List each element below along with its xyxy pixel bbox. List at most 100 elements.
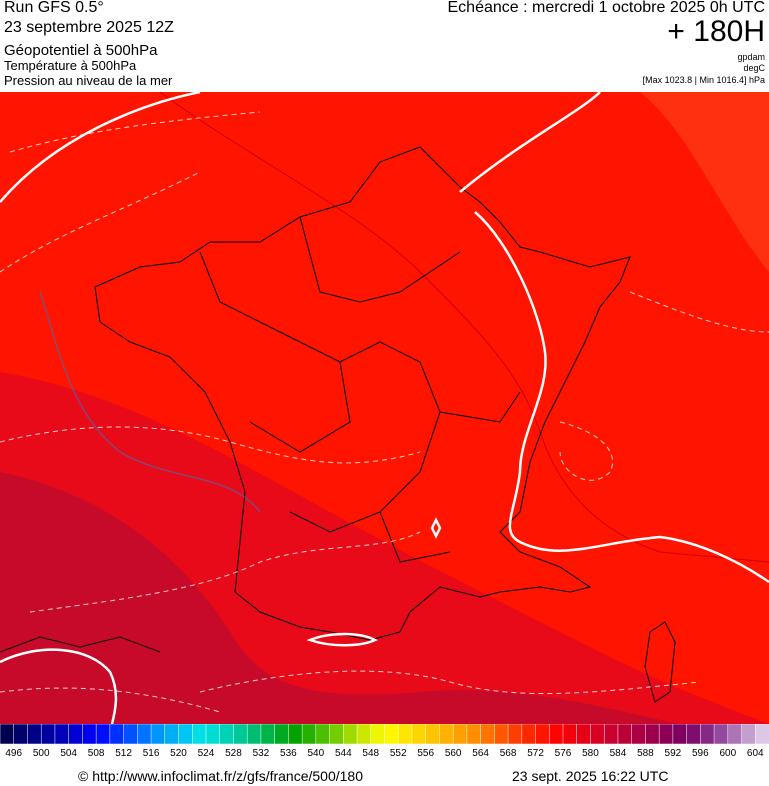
colorbar-cell <box>343 724 358 744</box>
colorbar-labels: 496 500 504 508 512 516 520 524 528 532 536 540 544 5… <box>0 749 769 763</box>
colorbar-cell <box>233 724 248 744</box>
map <box>0 92 769 724</box>
contour <box>0 92 769 724</box>
colorbar-label: 600 <box>719 748 737 759</box>
colorbar-cell <box>397 724 413 744</box>
coastline <box>0 146 676 703</box>
colorbar-label: 588 <box>637 748 654 759</box>
field: Géopotentiel à 500hPa <box>4 42 158 59</box>
colorbar-label: 504 <box>60 748 77 759</box>
colorbar-cell <box>507 724 523 744</box>
colorbar-label: 564 <box>472 748 489 759</box>
colorbar-label: 548 <box>362 748 380 759</box>
footer-url: © http://www.infoclimat.fr/z/gfs/france/… <box>78 768 363 784</box>
colorbar-cell <box>192 724 207 744</box>
colorbar-cell <box>645 724 660 744</box>
colorbar-label: 536 <box>280 748 297 759</box>
colorbar-label: 552 <box>389 748 407 759</box>
colorbar-label: 596 <box>691 748 709 759</box>
colorbar-label: 572 <box>527 748 544 759</box>
colorbar-cell <box>13 724 29 744</box>
unit: degC <box>743 63 765 73</box>
colorbar-cell <box>549 724 564 744</box>
colorbar-cell <box>301 724 317 744</box>
colorbar-cell <box>603 724 619 744</box>
colorbar-label: 592 <box>664 748 682 759</box>
field: Pression au niveau de la mer <box>4 73 173 88</box>
colorbar-cell <box>425 724 441 744</box>
field-zone <box>640 92 769 272</box>
colorbar-cell <box>741 724 757 744</box>
colorbar-cell <box>411 724 427 744</box>
colorbar-label: 576 <box>554 748 572 759</box>
colorbar-cell <box>95 724 111 744</box>
colorbar <box>0 724 769 744</box>
colorbar-cell <box>384 724 399 744</box>
unit: gpdam <box>737 52 765 62</box>
colorbar-cell <box>260 724 276 744</box>
colorbar-cell <box>576 724 592 744</box>
field-zone-edge <box>159 92 769 563</box>
colorbar-cell <box>164 724 180 744</box>
colorbar-cell <box>755 724 769 744</box>
colorbar-cell <box>466 724 482 744</box>
colorbar-cell <box>178 724 193 744</box>
colorbar-cell <box>480 724 496 744</box>
colorbar-cell <box>452 724 468 744</box>
valid-time: Echéance : mercredi 1 octobre 2025 0h UT… <box>447 0 766 16</box>
colorbar-label: 584 <box>609 748 627 759</box>
colorbar-label: 540 <box>307 748 325 759</box>
colorbar-cell <box>27 724 42 744</box>
colorbar-cell <box>727 724 743 744</box>
colorbar-label: 604 <box>746 748 764 759</box>
colorbar-cell <box>109 724 125 744</box>
colorbar-cell <box>68 724 84 744</box>
run-date: 23 septembre 2025 12Z <box>4 19 174 36</box>
colorbar-cell <box>150 724 166 744</box>
colorbar-label: 524 <box>197 748 215 759</box>
colorbar-cell <box>686 724 702 744</box>
colorbar-cell <box>356 724 372 744</box>
colorbar-label: 580 <box>582 748 599 759</box>
colorbar-label: 544 <box>334 748 352 759</box>
colorbar-cell <box>219 724 235 744</box>
colorbar-cell <box>205 724 221 744</box>
colorbar-cell <box>288 724 303 744</box>
colorbar-cell <box>329 724 345 744</box>
field-zone <box>0 472 680 724</box>
colorbar-cell <box>315 724 331 744</box>
colorbar-cell <box>274 724 290 744</box>
colorbar-cell <box>40 724 56 744</box>
colorbar-cell <box>123 724 139 744</box>
colorbar-label: 516 <box>142 748 160 759</box>
colorbar-label: 520 <box>170 748 187 759</box>
colorbar-label: 532 <box>252 748 270 759</box>
field: Température à 500hPa <box>4 58 137 73</box>
colorbar-label: 568 <box>499 748 517 759</box>
colorbar-cell <box>713 724 729 744</box>
colorbar-cell <box>700 724 715 744</box>
colorbar-cell <box>439 724 454 744</box>
colorbar-label: 496 <box>5 748 23 759</box>
colorbar-cell <box>617 724 633 744</box>
colorbar-cell <box>535 724 551 744</box>
colorbar-cell <box>590 724 605 744</box>
colorbar-label: 508 <box>87 748 105 759</box>
colorbar-label: 556 <box>417 748 435 759</box>
colorbar-cell <box>521 724 537 744</box>
colorbar-cell <box>82 724 97 744</box>
colorbar-label: 560 <box>444 748 462 759</box>
colorbar-cell <box>631 724 647 744</box>
colorbar-cell <box>672 724 688 744</box>
colorbar-cell <box>137 724 152 744</box>
pressure-range: [Max 1023.8 | Min 1016.4] hPa <box>642 75 765 85</box>
colorbar-cell <box>0 724 15 744</box>
colorbar-cell <box>494 724 509 744</box>
isobar <box>39 291 261 513</box>
colorbar-label: 528 <box>225 748 242 759</box>
colorbar-cell <box>370 724 386 744</box>
colorbar-label: 512 <box>115 748 132 759</box>
colorbar-cell <box>54 724 70 744</box>
colorbar-cell <box>658 724 674 744</box>
